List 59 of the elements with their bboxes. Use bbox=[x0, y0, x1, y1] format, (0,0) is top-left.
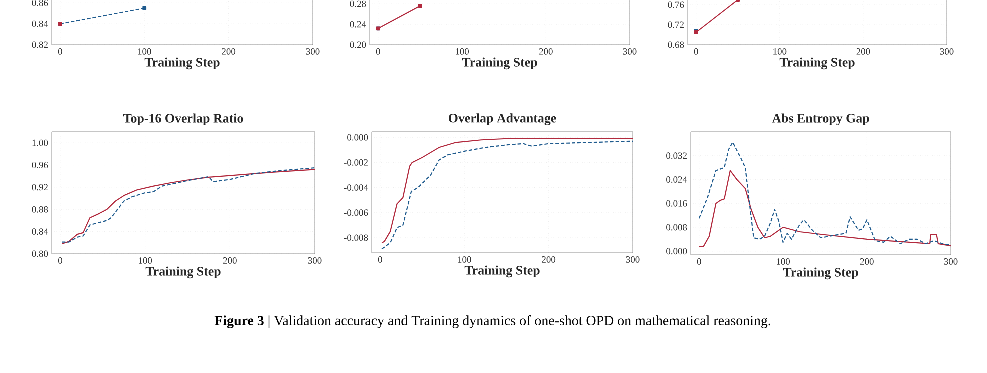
x-tick-label: 100 bbox=[456, 48, 470, 55]
y-tick-label: -0.004 bbox=[344, 184, 368, 192]
x-tick-label: 0 bbox=[694, 48, 698, 55]
x-tick-label: 100 bbox=[139, 258, 152, 264]
y-tick-label: -0.006 bbox=[344, 210, 368, 216]
x-tick-label: 300 bbox=[626, 256, 640, 263]
y-tick-label: 0.016 bbox=[666, 200, 688, 207]
x-tick-label: 100 bbox=[774, 48, 787, 55]
x-axis-title: Training Step bbox=[144, 58, 220, 70]
y-tick-label: -0.002 bbox=[344, 159, 368, 166]
chart-title: Top-16 Overlap Ratio bbox=[124, 114, 244, 126]
x-tick-label: 200 bbox=[222, 48, 236, 55]
y-tick-label: 0.86 bbox=[32, 0, 48, 6]
y-tick-label: 0.008 bbox=[666, 224, 688, 231]
chart-title: Abs Entropy Gap bbox=[772, 114, 870, 126]
y-tick-label: 0.24 bbox=[350, 21, 366, 28]
x-tick-label: 100 bbox=[776, 258, 790, 265]
x-tick-label: 300 bbox=[308, 258, 322, 264]
x-tick-label: 0 bbox=[376, 48, 380, 55]
x-tick-label: 100 bbox=[138, 48, 152, 55]
y-tick-label: -0.008 bbox=[344, 234, 368, 242]
text: Figure 3 | Validation accuracy and Training dynamics of one-shot OPD on mathematical reasoning. bbox=[214, 316, 770, 328]
y-tick-label: 0.92 bbox=[32, 184, 48, 191]
y-tick-label: 0.68 bbox=[668, 42, 684, 48]
y-tick-label: 0.96 bbox=[32, 162, 48, 168]
x-tick-label: 0 bbox=[378, 256, 382, 263]
x-tick-label: 200 bbox=[223, 258, 237, 264]
y-tick-label: 0.20 bbox=[350, 42, 366, 48]
x-tick-label: 300 bbox=[944, 258, 958, 265]
x-tick-label: 200 bbox=[860, 258, 874, 265]
x-axis-title: Training Step bbox=[780, 58, 855, 70]
y-tick-label: 0.28 bbox=[350, 0, 366, 8]
x-tick-label: 300 bbox=[623, 48, 637, 55]
chart-title: Overlap Advantage bbox=[448, 114, 556, 126]
y-tick-label: 0.76 bbox=[668, 2, 684, 8]
x-tick-label: 100 bbox=[458, 256, 472, 263]
x-axis-title: Training Step bbox=[783, 268, 858, 280]
x-tick-label: 200 bbox=[856, 48, 870, 55]
y-tick-label: 0.84 bbox=[32, 20, 48, 28]
x-axis-title: Training Step bbox=[146, 266, 221, 279]
y-tick-label: 0.82 bbox=[32, 42, 48, 48]
y-tick-label: 0.000 bbox=[348, 134, 368, 141]
x-tick-label: 300 bbox=[940, 48, 954, 55]
x-tick-label: 300 bbox=[306, 48, 320, 55]
y-tick-label: 0.88 bbox=[32, 206, 48, 213]
x-tick-label: 0 bbox=[58, 258, 62, 264]
x-axis-title: Training Step bbox=[462, 58, 538, 70]
y-tick-label: 0.84 bbox=[32, 228, 48, 236]
y-tick-label: 1.00 bbox=[32, 140, 48, 146]
x-tick-label: 0 bbox=[697, 258, 702, 265]
y-tick-label: 0.032 bbox=[666, 152, 687, 160]
y-tick-label: 0.000 bbox=[666, 248, 688, 255]
x-tick-label: 200 bbox=[542, 256, 556, 263]
y-tick-label: 0.72 bbox=[668, 22, 684, 28]
x-axis-title: Training Step bbox=[464, 266, 540, 278]
x-tick-label: 0 bbox=[58, 48, 62, 55]
y-tick-label: 0.80 bbox=[32, 250, 48, 258]
y-tick-label: 0.024 bbox=[666, 176, 688, 183]
x-tick-label: 200 bbox=[539, 48, 553, 55]
